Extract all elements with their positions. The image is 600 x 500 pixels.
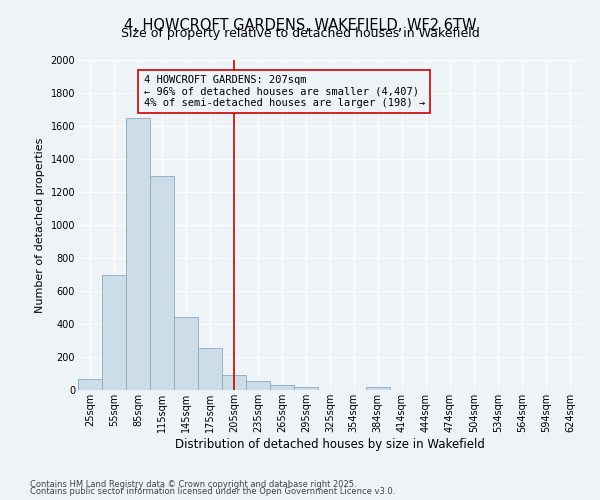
Bar [246,381,271,390]
Bar [78,380,102,390]
Bar [174,318,198,390]
X-axis label: Distribution of detached houses by size in Wakefield: Distribution of detached houses by size … [175,438,485,450]
Bar [295,386,319,390]
Text: Contains HM Land Registry data © Crown copyright and database right 2025.: Contains HM Land Registry data © Crown c… [30,480,356,489]
Text: 4, HOWCROFT GARDENS, WAKEFIELD, WF2 6TW: 4, HOWCROFT GARDENS, WAKEFIELD, WF2 6TW [124,18,476,32]
Text: Size of property relative to detached houses in Wakefield: Size of property relative to detached ho… [121,28,479,40]
Bar [126,118,150,390]
Bar [365,386,389,390]
Bar [102,274,126,390]
Text: Contains public sector information licensed under the Open Government Licence v3: Contains public sector information licen… [30,487,395,496]
Bar [198,348,222,390]
Bar [271,385,295,390]
Text: 4 HOWCROFT GARDENS: 207sqm
← 96% of detached houses are smaller (4,407)
4% of se: 4 HOWCROFT GARDENS: 207sqm ← 96% of deta… [143,75,425,108]
Y-axis label: Number of detached properties: Number of detached properties [35,138,45,312]
Bar [150,176,174,390]
Bar [222,375,246,390]
